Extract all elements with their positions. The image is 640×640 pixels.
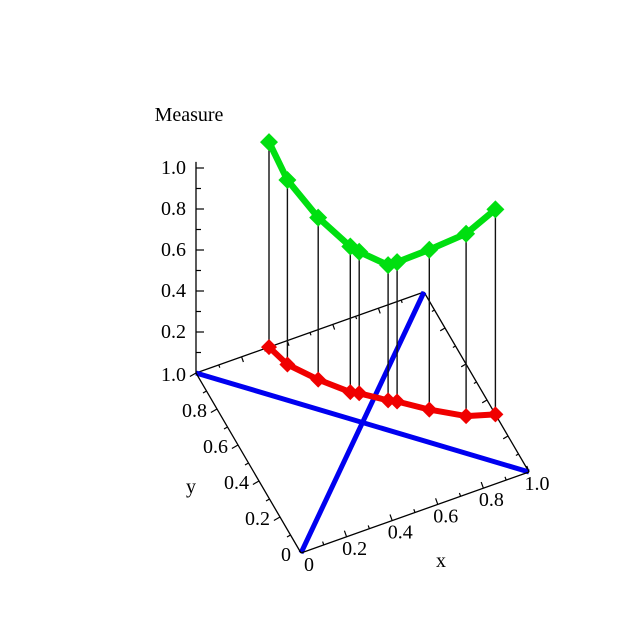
projection-point-marker [389,393,406,410]
right-edge-tick [439,327,446,332]
y-axis-tick [189,372,197,378]
right-edge-tick [515,453,519,457]
x-axis-tick [480,481,484,489]
z-axis-tick-label: 1.0 [161,157,186,179]
y-axis-tick-label: 0.4 [224,472,249,494]
y-axis-tick-label: 0 [281,544,291,566]
y-axis-tick [231,444,239,450]
measure-point-marker [309,208,328,227]
projection-point-marker [487,406,504,423]
projection-point-marker [421,401,438,418]
x-axis-tick-label: 1.0 [525,473,550,495]
y-axis-tick-label: 1.0 [161,364,186,386]
y-axis-tick [286,534,291,538]
x-axis-tick-label: 0 [304,554,314,576]
x-axis-tick [413,508,416,513]
projection-point-marker [458,408,475,425]
y-axis-tick [273,516,281,522]
back-edge-tick [400,299,403,304]
projection-point-marker [351,385,368,402]
y-axis-title: y [186,476,196,498]
y-axis-tick [202,390,207,394]
right-edge-tick [452,345,456,349]
y-axis-tick [252,480,260,486]
x-axis-tick-label: 0.6 [433,505,458,527]
x-axis-tick [343,530,348,538]
projection-point-marker [310,371,327,388]
back-edge-tick [241,356,244,363]
y-axis-tick [223,426,228,430]
measure-point-marker [457,224,476,243]
measure-point-marker [420,240,439,259]
y-axis-tick [244,462,249,466]
z-axis-tick-label: 0.4 [161,280,186,302]
y-axis-tick-label: 0.6 [203,436,228,458]
x-axis-title: x [436,550,446,572]
z-axis-tick-label: 0.2 [161,321,186,343]
x-axis-tick [458,492,462,497]
x-axis-tick [389,514,393,521]
projection-point-marker [261,339,277,356]
y-axis-tick-label: 0.8 [182,400,207,422]
base-diagonal-0-1-to-1-0 [195,370,530,475]
z-axis-tick-label: 0.8 [161,198,186,220]
back-edge-tick [377,308,381,314]
x-axis-tick-label: 0.8 [479,489,504,511]
x-axis-tick-label: 0.2 [342,538,367,560]
back-edge-tick [332,324,336,330]
y-axis-tick-label: 0.2 [245,508,270,530]
x-axis-tick [322,541,325,546]
x-axis-tick [367,525,370,529]
projection-point-marker [279,356,296,373]
measure-point-marker [486,200,505,219]
back-edge-tick [309,332,312,336]
back-edge-tick [355,316,358,320]
right-edge-tick [431,309,435,313]
back-edge-tick [218,364,221,368]
x-axis-tick [526,465,530,473]
right-edge-tick [502,435,509,440]
z-axis-title: Measure [155,104,224,126]
z-axis-tick-label: 0.6 [161,239,186,261]
x-axis-tick [504,476,507,481]
chart-layers: 0 0.2 0.4 0.6 0.8 1.0 0 0.2 0.4 0.6 0.8 1.0 0.2 0.4 0.… [161,133,550,576]
measure-point-marker [350,242,369,261]
y-axis-tick [210,408,218,414]
measure-curve [266,140,498,269]
x-axis-tick [435,498,439,505]
x-axis-tick-label: 0.4 [388,522,413,544]
right-edge-tick [473,381,477,385]
right-edge-tick [460,363,467,368]
y-axis-tick [265,498,270,502]
measure-point-marker [388,253,407,272]
right-edge-tick [481,399,488,404]
measure-point-marker [278,171,297,189]
measure-point-marker [260,133,278,152]
base-projection-curve [266,344,496,420]
